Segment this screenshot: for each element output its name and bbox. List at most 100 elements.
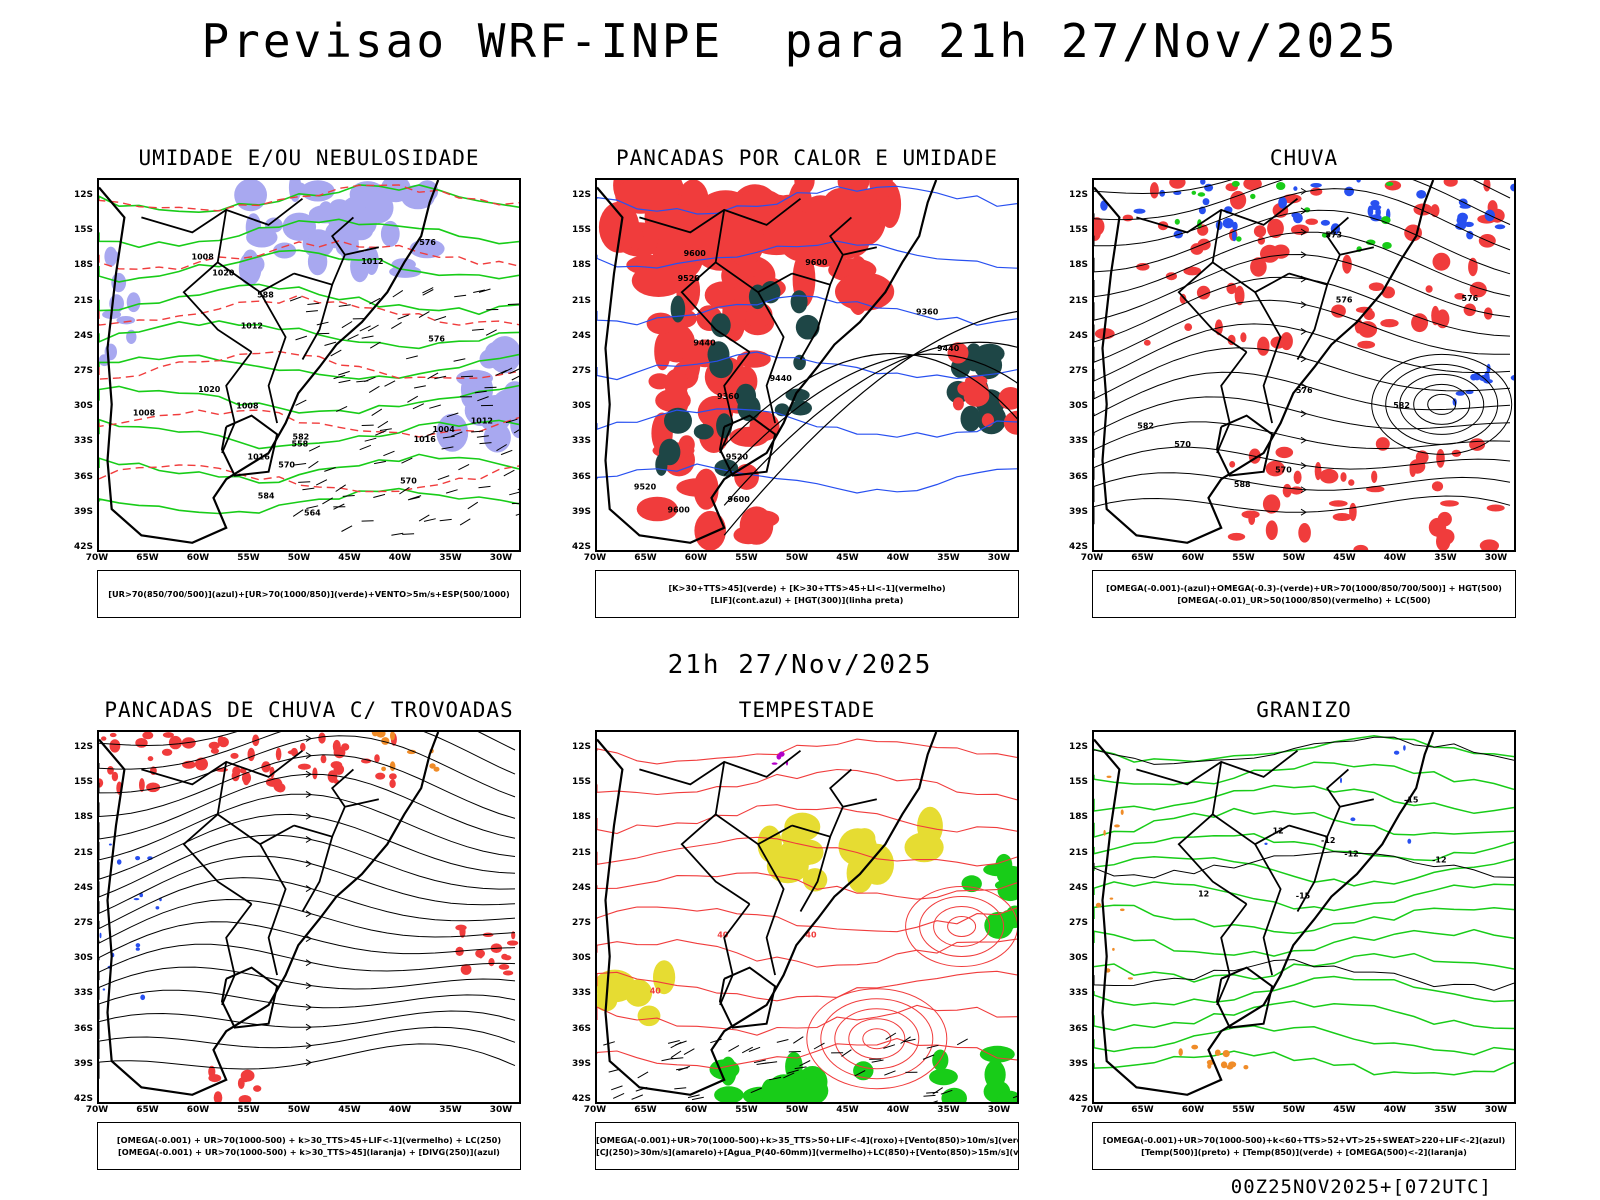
low-pressure-contour <box>1427 393 1457 415</box>
lat-label: 42S <box>73 1094 93 1104</box>
humidity-blue-area <box>328 210 351 233</box>
country-border <box>639 749 802 786</box>
streamline <box>1094 323 1511 382</box>
convection-red-area <box>648 373 671 390</box>
lon-label: 65W <box>136 553 159 563</box>
wind-vector <box>691 1096 704 1101</box>
rain-blue-area <box>1159 189 1166 197</box>
wind-vector <box>322 497 333 505</box>
lat-label: 33S <box>73 436 93 447</box>
coastline <box>597 180 938 544</box>
streamline-arrow <box>1300 508 1307 516</box>
wind850-green-area <box>929 1068 958 1086</box>
streamline <box>99 855 516 914</box>
country-border <box>1326 216 1349 256</box>
thunder-red-area <box>162 732 174 738</box>
map-svg: 1008100810121012100410161016102010205705… <box>99 180 519 544</box>
wind-vector <box>509 491 519 496</box>
wind-vector <box>854 1070 866 1077</box>
rain-red-area <box>1250 257 1267 277</box>
lon-label: 30W <box>489 1105 513 1115</box>
precipitable-water-contour <box>597 970 1017 1002</box>
thunder-red-area <box>475 949 485 958</box>
thunder-red-area <box>460 964 472 975</box>
contour-label: 582 <box>293 433 310 442</box>
wind-vector <box>678 1065 690 1071</box>
contour-label: 40 <box>805 930 817 939</box>
lon-label: 30W <box>987 553 1011 563</box>
contour-label: 576 <box>1462 294 1479 303</box>
rain-red-area <box>1469 281 1487 298</box>
contour-label: 570 <box>1174 440 1191 449</box>
thunder-red-area <box>320 754 327 764</box>
lon-label: 30W <box>489 553 513 563</box>
rain-red-area <box>1415 450 1429 464</box>
map-panel: 582 588 576 576 570 573 570 582 576 <box>1092 178 1516 552</box>
thunder-red-area <box>109 732 117 738</box>
omega-orange-area <box>1109 897 1114 900</box>
lon-label: 70W <box>583 1105 607 1115</box>
streamline <box>1094 209 1511 275</box>
country-border <box>1296 836 1329 912</box>
hgt300-contour <box>723 352 1017 446</box>
humidity-green-contour <box>99 320 519 350</box>
hail-blue-area <box>1340 777 1342 784</box>
streamline-arrow <box>305 812 312 820</box>
uruguay-border <box>718 414 777 477</box>
lat-label: 33S <box>571 988 591 999</box>
lon-label: 60W <box>684 1105 708 1115</box>
thunder-red-area <box>210 748 219 754</box>
wind-vector <box>302 487 315 491</box>
convection-green-area <box>670 295 686 323</box>
streamline <box>99 754 516 819</box>
lon-label: 50W <box>785 553 809 563</box>
country-border <box>639 197 802 234</box>
wind-vector <box>485 329 497 336</box>
rain-red-area <box>1314 462 1322 481</box>
rain-red-area <box>1190 243 1204 255</box>
convection-red-area <box>869 180 893 201</box>
rain-red-area <box>1440 500 1459 507</box>
wind850-green-area <box>997 879 1017 902</box>
legend-line: [CJ(250)>30m/s](amarelo)+[Agua_P(40-60mm… <box>596 1147 1019 1157</box>
lat-label: 30S <box>73 401 93 412</box>
rain-green-area <box>1381 216 1391 225</box>
rain-green-area <box>1382 242 1392 249</box>
vortex-contour <box>834 1008 920 1070</box>
wind-vector <box>932 1087 943 1095</box>
streamline-arrow <box>305 791 312 798</box>
lon-label: 35W <box>439 1105 462 1115</box>
streamline-arrow <box>305 835 312 843</box>
country-border <box>1296 284 1329 360</box>
wind-vector <box>753 1059 766 1064</box>
wind850-green-area <box>979 1045 1015 1063</box>
wind-vector <box>347 334 359 341</box>
humidity-blue-area <box>116 316 136 325</box>
lat-label: 36S <box>1068 471 1088 482</box>
lat-label: 15S <box>1068 225 1088 236</box>
streamline <box>1094 231 1511 298</box>
wind-vector <box>503 469 515 477</box>
lon-label: 40W <box>886 1105 910 1115</box>
rain-green-area <box>1236 236 1242 242</box>
omega-orange-area <box>1207 1063 1212 1069</box>
country-border <box>141 197 304 234</box>
omega-orange-area <box>1191 1044 1199 1050</box>
thunder-orange-area <box>389 761 396 772</box>
wind-vector <box>922 1054 935 1060</box>
wind-vector <box>336 405 348 413</box>
country-border <box>301 284 334 360</box>
map-panel <box>97 730 521 1104</box>
wind850-green-area <box>764 1083 791 1102</box>
lat-label: 33S <box>571 436 591 447</box>
country-border <box>259 291 287 424</box>
wind-vector <box>341 525 353 532</box>
wind-vector <box>338 304 351 307</box>
streamline <box>1094 253 1511 321</box>
rain-blue-area <box>1375 207 1381 218</box>
thickness-red-contour <box>99 184 519 212</box>
rain-red-area <box>1169 180 1186 189</box>
hail-blue-area <box>1393 750 1400 755</box>
divergence-blue-area <box>135 943 141 948</box>
streamline-arrow <box>305 1023 312 1031</box>
